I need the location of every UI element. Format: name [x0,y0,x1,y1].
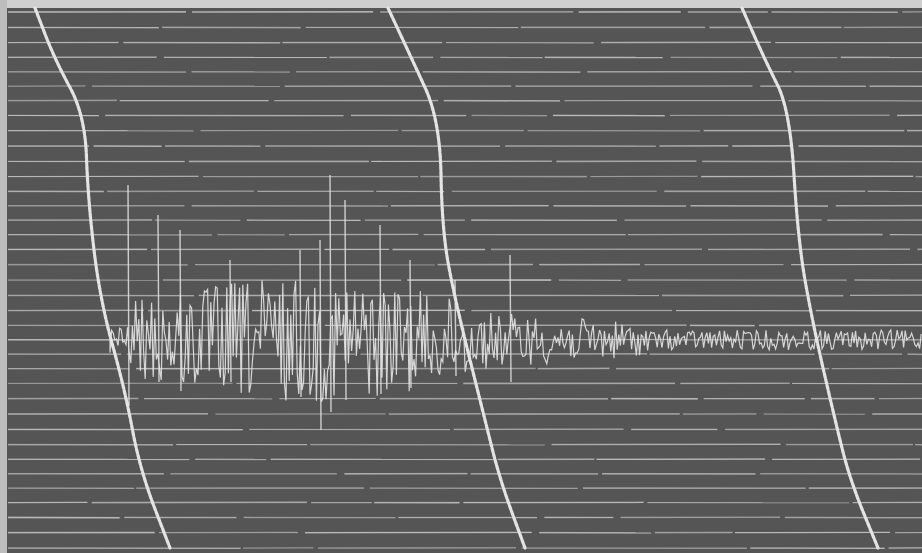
signal-spike [319,239,322,431]
signal-spike [329,174,332,413]
signal-spike [509,254,512,383]
signal-spike [157,214,160,383]
signal-spike [229,259,232,383]
signal-spike [179,229,182,392]
timing-curve-3 [740,6,880,550]
signal-spike [344,199,347,401]
timing-curve-1 [33,6,172,550]
signal-spike [127,184,130,407]
signal-spike [454,279,457,377]
photo-border-left [0,0,7,553]
signal-waveform [109,280,922,403]
signal-spike [299,249,302,398]
horizontal-grid-lines [7,11,922,550]
timing-curve-2 [386,6,527,550]
signal-spike [409,259,412,389]
signal-spike [379,224,382,395]
signal-trace [109,174,922,431]
photo-border-top [0,0,922,8]
timing-curves [33,6,880,550]
